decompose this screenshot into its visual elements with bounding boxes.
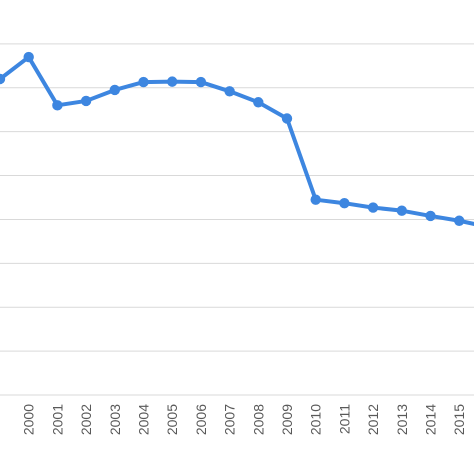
data-point-2004 bbox=[138, 76, 149, 88]
x-tick-label-2009: 2009 bbox=[279, 404, 295, 435]
data-point-2000 bbox=[23, 51, 34, 63]
data-point-2002 bbox=[80, 95, 92, 107]
data-point-2001 bbox=[52, 100, 63, 111]
x-tick-label-2012: 2012 bbox=[365, 404, 381, 435]
x-tick-label-2006: 2006 bbox=[193, 404, 209, 435]
x-tick-label-2011: 2011 bbox=[336, 404, 352, 434]
data-point-2007 bbox=[224, 86, 235, 97]
series-layer bbox=[0, 55, 474, 226]
data-point-2011 bbox=[339, 198, 350, 209]
x-tick-label-2013: 2013 bbox=[394, 404, 410, 435]
data-point-1999 bbox=[0, 73, 6, 85]
x-tick-label-2008: 2008 bbox=[250, 404, 266, 435]
x-tick-label-2010: 2010 bbox=[308, 404, 324, 435]
data-point-2006 bbox=[195, 76, 207, 88]
data-point-2015 bbox=[454, 215, 465, 226]
data-point-2009 bbox=[281, 113, 293, 124]
x-tick-label-2007: 2007 bbox=[222, 404, 238, 435]
data-point-2003 bbox=[109, 84, 121, 96]
data-point-2005 bbox=[167, 76, 178, 87]
data-point-2013 bbox=[396, 205, 407, 216]
points-layer bbox=[0, 51, 465, 226]
series-line bbox=[0, 55, 474, 226]
x-tick-label-2004: 2004 bbox=[136, 404, 152, 435]
x-axis-labels: 2000 2001 2002 2003 2004 2005 2006 2007 2008 2009… bbox=[21, 404, 468, 435]
x-tick-label-2015: 2015 bbox=[451, 404, 467, 435]
data-point-2012 bbox=[367, 202, 379, 213]
gridlines bbox=[0, 43, 474, 396]
x-tick-label-2003: 2003 bbox=[107, 404, 123, 435]
x-tick-label-2005: 2005 bbox=[164, 404, 180, 435]
x-tick-label-2000: 2000 bbox=[21, 404, 37, 435]
data-point-2008 bbox=[253, 97, 264, 108]
x-tick-label-2014: 2014 bbox=[423, 404, 439, 435]
data-point-2010 bbox=[310, 194, 321, 205]
data-point-2014 bbox=[425, 210, 436, 222]
x-tick-label-2001: 2001 bbox=[49, 404, 65, 435]
x-tick-label-2002: 2002 bbox=[78, 404, 94, 435]
